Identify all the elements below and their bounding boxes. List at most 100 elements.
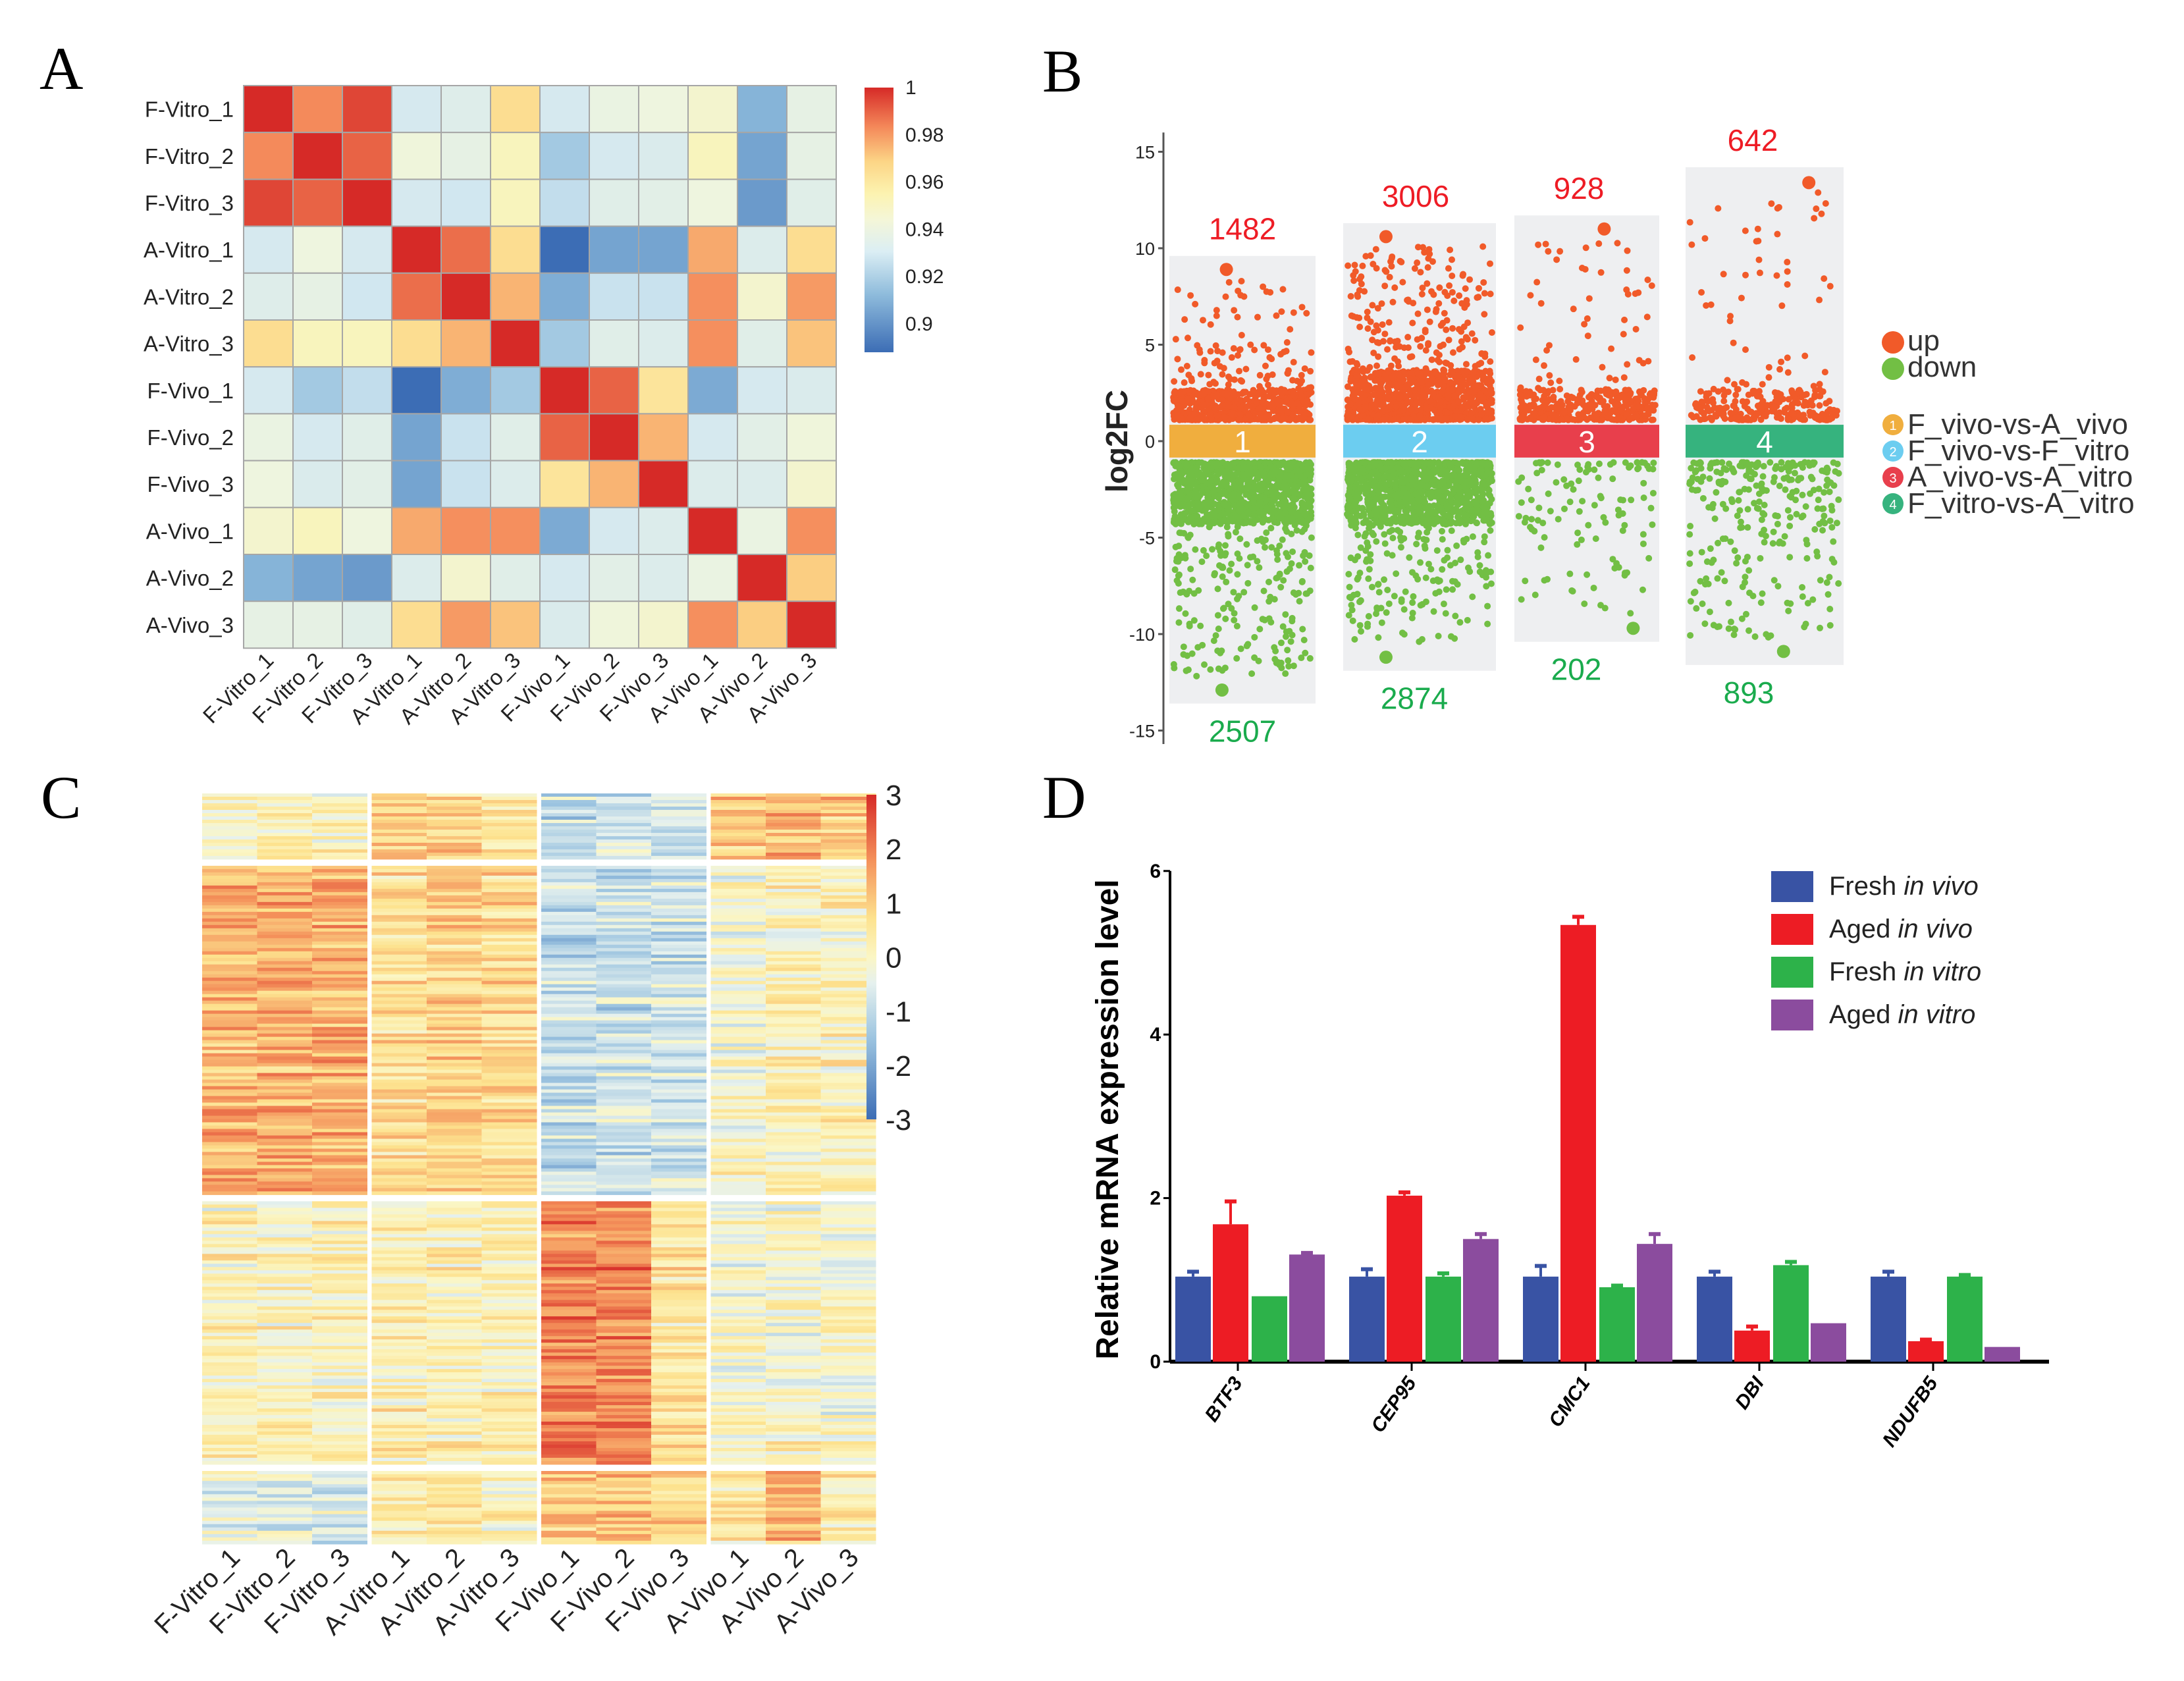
up-point — [1474, 382, 1481, 389]
y-axis-title: log2FC — [1100, 390, 1134, 493]
up-point — [1391, 284, 1398, 291]
y-tick-label: 10 — [1135, 239, 1155, 259]
heatmap-cell — [539, 554, 590, 602]
down-point — [1233, 654, 1240, 662]
up-point — [1347, 400, 1354, 408]
up-point — [1822, 200, 1829, 207]
up-point — [1549, 387, 1557, 394]
down-point — [1244, 579, 1252, 587]
up-point — [1599, 363, 1606, 371]
down-point — [1228, 471, 1235, 478]
down-point — [1449, 586, 1456, 593]
up-point — [1698, 288, 1705, 296]
up-point — [1449, 349, 1456, 356]
up-point — [1414, 336, 1421, 343]
down-point — [1441, 556, 1448, 564]
up-point — [1738, 294, 1745, 302]
down-point — [1544, 575, 1551, 583]
down-point — [1296, 562, 1303, 569]
heatmap-cell — [342, 600, 392, 649]
up-point — [1408, 369, 1415, 376]
down-point — [1280, 577, 1287, 584]
down-point — [1464, 616, 1471, 624]
heatmap-cell — [539, 132, 590, 180]
down-point — [1537, 460, 1544, 467]
up-point — [1174, 286, 1181, 294]
up-point — [1641, 398, 1649, 406]
up-point — [1234, 313, 1241, 321]
heatmap-cell — [539, 225, 590, 274]
down-point — [1568, 480, 1575, 487]
up-point — [1545, 248, 1552, 255]
up-point — [1816, 296, 1823, 304]
down-point — [1414, 509, 1422, 516]
up-point — [1294, 377, 1301, 385]
up-point — [1285, 367, 1292, 374]
down-point — [1444, 547, 1451, 554]
down-point — [1279, 623, 1287, 630]
down-point — [1372, 506, 1379, 514]
down-point — [1263, 529, 1270, 536]
down-point — [1287, 502, 1294, 509]
down-point — [1267, 525, 1275, 532]
up-point — [1306, 390, 1313, 398]
up-point — [1464, 368, 1471, 375]
up-point — [1428, 356, 1435, 363]
up-point — [1213, 392, 1221, 399]
down-point — [1363, 558, 1370, 565]
heatmap-cell — [243, 225, 294, 274]
up-point — [1363, 386, 1370, 393]
heatmap-cell — [737, 506, 787, 555]
up-point — [1527, 292, 1534, 299]
heatmap-cell — [539, 178, 590, 227]
down-point — [1378, 619, 1385, 626]
down-point — [1177, 589, 1184, 597]
down-point — [1447, 633, 1454, 640]
heatmap-cell — [292, 366, 343, 415]
down-point — [1441, 519, 1449, 526]
up-point — [1290, 309, 1297, 316]
heatmap-cell — [638, 554, 689, 602]
down-point — [1207, 666, 1214, 673]
down-point — [1472, 479, 1479, 487]
panel-label-b: B — [1042, 38, 1083, 105]
up-point — [1428, 375, 1435, 382]
up-point — [1487, 388, 1495, 395]
up-point — [1393, 390, 1400, 397]
heatmap-cell — [539, 272, 590, 321]
row-label: F-Vivo_3 — [147, 472, 234, 496]
down-point — [1196, 506, 1204, 513]
panel-a-correlation-heatmap: F-Vitro_1F-Vitro_2F-Vitro_3A-Vitro_1A-Vi… — [144, 77, 944, 729]
down-point — [1254, 516, 1261, 523]
down-point — [1463, 516, 1470, 523]
y-tick-label: 5 — [1145, 336, 1155, 356]
down-point — [1400, 606, 1408, 613]
down-point — [1175, 571, 1183, 578]
down-point — [1175, 605, 1183, 612]
up-point — [1756, 269, 1763, 277]
down-point — [1215, 626, 1222, 633]
up-point — [1374, 305, 1381, 312]
down-point — [1554, 461, 1561, 468]
up-point — [1647, 390, 1654, 397]
down-point — [1359, 485, 1366, 493]
up-point — [1615, 394, 1622, 402]
up-point — [1198, 413, 1206, 420]
down-point — [1575, 477, 1582, 485]
up-point — [1541, 362, 1548, 369]
down-point — [1617, 496, 1624, 503]
up-point — [1440, 341, 1447, 348]
down-point — [1397, 534, 1404, 541]
up-point — [1703, 302, 1710, 309]
down-point — [1591, 466, 1598, 473]
down-point — [1398, 467, 1405, 474]
heatmap-cell — [391, 272, 442, 321]
heatmap-cell — [490, 85, 541, 134]
up-point — [1417, 343, 1424, 350]
down-point — [1476, 562, 1483, 569]
up-point — [1381, 331, 1389, 338]
row-label: A-Vivo_3 — [146, 613, 234, 637]
heatmap-cell — [737, 554, 787, 602]
down-point — [1274, 574, 1281, 581]
up-point — [1273, 312, 1280, 319]
